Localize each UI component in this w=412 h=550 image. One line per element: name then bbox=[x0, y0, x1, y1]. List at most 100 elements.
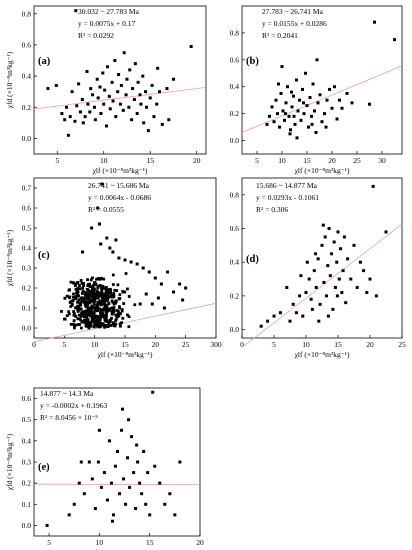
plot-frame bbox=[33, 177, 217, 339]
y-tick-label: 0.5 bbox=[22, 224, 32, 233]
data-point bbox=[66, 133, 70, 137]
x-tick-label: 5 bbox=[55, 156, 59, 165]
data-point bbox=[80, 312, 84, 316]
data-point bbox=[94, 314, 98, 318]
data-point bbox=[328, 87, 331, 91]
data-point bbox=[108, 246, 112, 250]
data-point bbox=[92, 294, 96, 298]
data-point bbox=[89, 293, 92, 297]
data-point bbox=[288, 319, 292, 323]
data-point bbox=[91, 285, 94, 288]
data-point bbox=[98, 85, 102, 89]
data-point bbox=[280, 65, 284, 69]
data-point bbox=[286, 85, 289, 89]
y-tick-label: 0.6 bbox=[22, 40, 32, 49]
data-point bbox=[107, 301, 111, 305]
data-point bbox=[93, 281, 97, 285]
data-point bbox=[141, 74, 145, 78]
data-point bbox=[308, 95, 312, 99]
data-point bbox=[298, 98, 301, 102]
y-tick-label: 0.4 bbox=[230, 82, 240, 91]
data-point bbox=[345, 91, 349, 95]
data-point bbox=[314, 285, 318, 289]
data-point bbox=[78, 323, 81, 327]
data-point bbox=[330, 106, 334, 110]
data-point bbox=[108, 318, 112, 322]
plot-frame bbox=[33, 5, 207, 155]
data-point bbox=[342, 235, 346, 239]
data-point bbox=[96, 290, 100, 294]
data-point bbox=[152, 115, 156, 119]
data-point bbox=[121, 289, 125, 293]
data-point bbox=[78, 317, 81, 321]
data-point bbox=[100, 182, 104, 186]
data-point bbox=[368, 277, 372, 281]
data-point bbox=[318, 93, 322, 97]
data-point bbox=[133, 303, 137, 307]
x-tick-label: 20 bbox=[152, 340, 160, 349]
data-point bbox=[113, 288, 117, 292]
data-point bbox=[118, 492, 122, 496]
data-point bbox=[98, 222, 102, 226]
data-point bbox=[171, 77, 175, 81]
trend-line bbox=[33, 302, 217, 343]
data-point bbox=[90, 226, 94, 230]
data-point bbox=[87, 323, 91, 327]
data-point bbox=[90, 313, 93, 317]
data-point bbox=[81, 286, 85, 290]
data-point bbox=[116, 283, 120, 287]
data-point bbox=[116, 90, 120, 94]
data-point bbox=[341, 269, 345, 273]
data-point bbox=[159, 282, 163, 286]
data-point bbox=[139, 102, 143, 106]
data-point bbox=[91, 292, 95, 296]
annotation-line: 14.877 ~ 14.3 Ma bbox=[40, 389, 94, 398]
panel-5: 5 10 15 20 0.0 0.1 0.2 0.3 0.4 0.5 0.6 14.877 ~ 14.… bbox=[5, 387, 204, 550]
data-point bbox=[113, 59, 117, 63]
data-point bbox=[328, 274, 332, 278]
data-point bbox=[331, 307, 335, 311]
data-point bbox=[82, 319, 86, 323]
data-point bbox=[82, 282, 85, 285]
data-point bbox=[79, 279, 83, 282]
data-point bbox=[96, 206, 100, 210]
data-point bbox=[148, 513, 152, 517]
data-point bbox=[90, 290, 94, 294]
trend-line bbox=[241, 223, 403, 348]
data-point bbox=[95, 77, 99, 81]
data-point bbox=[99, 485, 103, 489]
data-point bbox=[105, 312, 108, 316]
data-point bbox=[135, 111, 139, 115]
data-point bbox=[93, 315, 96, 319]
data-point bbox=[100, 288, 104, 291]
data-point bbox=[110, 310, 114, 314]
data-point bbox=[103, 300, 107, 303]
data-point bbox=[87, 460, 91, 464]
data-point bbox=[138, 302, 142, 306]
x-tick-label: 10 bbox=[96, 538, 104, 547]
data-point bbox=[111, 295, 114, 298]
data-point bbox=[290, 105, 294, 109]
data-point bbox=[272, 120, 276, 124]
data-point bbox=[105, 320, 109, 324]
y-tick-label: 0.6 bbox=[22, 394, 32, 403]
data-point bbox=[88, 282, 91, 286]
data-point bbox=[96, 277, 100, 281]
data-point bbox=[103, 88, 107, 92]
data-point bbox=[150, 302, 154, 306]
data-point bbox=[310, 307, 314, 311]
data-point bbox=[114, 115, 118, 119]
data-point bbox=[126, 313, 129, 317]
data-point bbox=[74, 9, 78, 13]
data-point bbox=[323, 112, 326, 116]
data-point bbox=[130, 118, 134, 122]
annotation-line: y = 0.0155x + 0.0286 bbox=[262, 19, 327, 28]
data-point bbox=[77, 307, 80, 311]
y-tick-label: 0.0 bbox=[22, 324, 32, 333]
plot-frame bbox=[241, 177, 403, 339]
data-point bbox=[93, 292, 97, 296]
data-point bbox=[333, 85, 336, 89]
data-point bbox=[99, 293, 103, 297]
x-tick-label: 10 bbox=[278, 156, 286, 165]
data-point bbox=[85, 309, 88, 313]
